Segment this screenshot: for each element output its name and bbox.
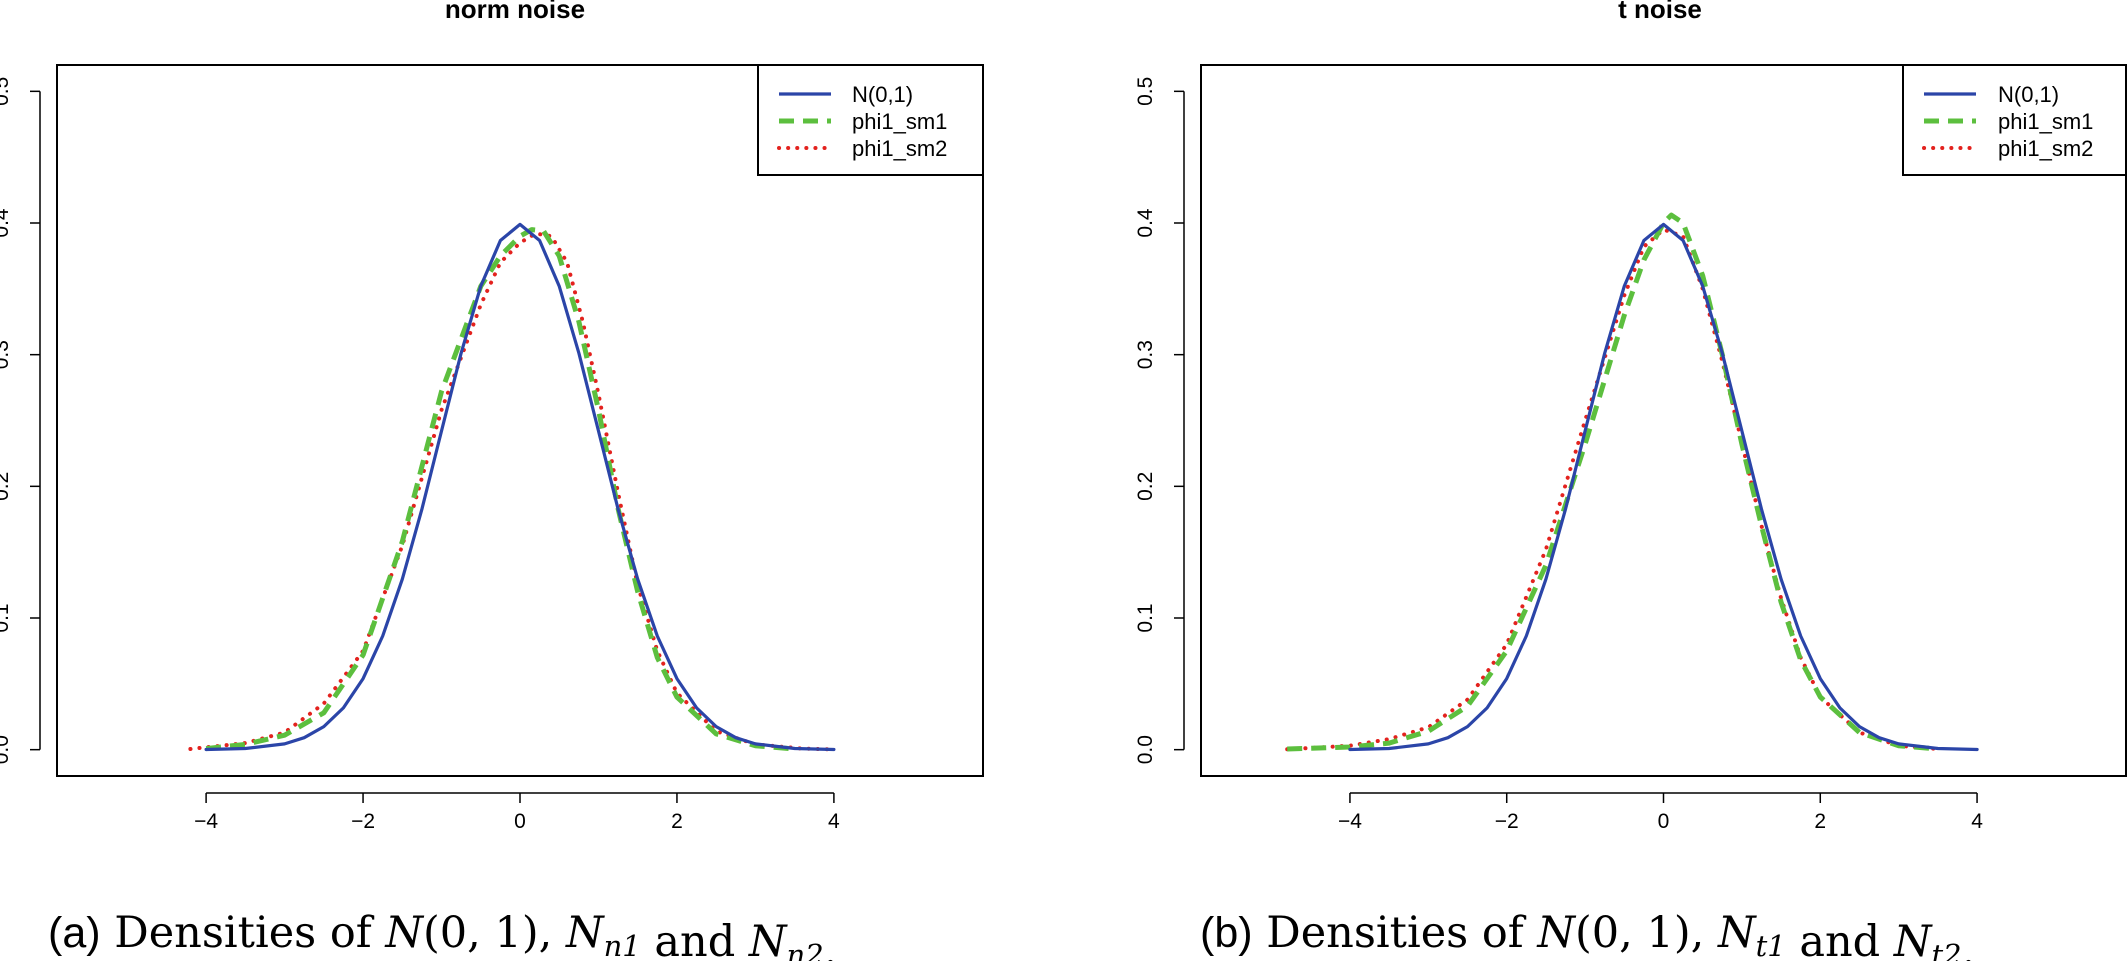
panel-b-y-tick-label: 0.2: [1134, 472, 1157, 501]
caption-part: (0, 1),: [1575, 908, 1718, 958]
panel-a-y-tick-label: 0.4: [0, 208, 13, 238]
panel-a-title: norm noise: [445, 0, 585, 24]
panel-b-x-tick-label: 4: [1971, 810, 1983, 833]
panel-b-x-tick-label: −4: [1338, 810, 1362, 833]
panel-a-legend-box: [757, 64, 984, 176]
panel-b-legend-label-sm2: phi1_sm2: [1998, 136, 2093, 161]
panel-b-legend-box: [1902, 64, 2127, 176]
panel-b-series-phi1-sm1-line: [1287, 212, 1939, 752]
panel-b-legend-label-sm1: phi1_sm1: [1998, 109, 2093, 134]
panel-a-y-axis: 0.0 0.1 0.2 0.3 0.4 0.5: [0, 77, 41, 764]
panel-a-y-tick-label: 0.0: [0, 735, 13, 764]
panel-a-y-tick-label: 0.5: [0, 77, 13, 106]
panel-a-series-phi1-sm1-line: [205, 227, 795, 752]
panel-b-series: [1285, 212, 1979, 752]
panel-b-y-tick-label: 0.5: [1134, 77, 1157, 106]
panel-a-legend-label-n01: N(0,1): [852, 82, 913, 107]
panel-b-legend: N(0,1) phi1_sm1 phi1_sm2: [1902, 64, 2127, 176]
caption-part: N: [748, 917, 788, 961]
panel-a-series-n-0-1--line: [204, 222, 836, 752]
panel-b-title: t noise: [1618, 0, 1702, 24]
caption-label: (b): [1200, 909, 1253, 957]
panel-a: norm noise 0.0 0.1 0.2 0.3 0.4 0.5 −4 −2 0 2 4 N(…: [0, 0, 984, 833]
caption-part: N: [1536, 908, 1576, 958]
panel-a-legend: N(0,1) phi1_sm1 phi1_sm2: [757, 64, 984, 176]
panel-a-legend-label-sm2: phi1_sm2: [852, 136, 947, 161]
panel-a-y-tick-label: 0.3: [0, 340, 13, 369]
panel-b-y-tick-label: 0.3: [1134, 340, 1157, 369]
panel-a-legend-label-sm1: phi1_sm1: [852, 109, 947, 134]
caption-subscript: n1: [604, 929, 641, 961]
panel-a-x-axis: −4 −2 0 2 4: [194, 792, 840, 833]
panel-b-y-tick-label: 0.4: [1134, 208, 1157, 238]
caption-part: N: [384, 908, 424, 958]
caption-text: (b) Densities of N(0, 1), Nt1 and Nt2.: [1200, 908, 1975, 961]
panel-a-series-phi1-sm2-line: [188, 231, 836, 752]
panel-b-x-axis: −4 −2 0 2 4: [1338, 792, 1983, 833]
panel-a-y-tick-label: 0.1: [0, 603, 13, 632]
caption-subscript: t2: [1932, 938, 1962, 961]
panel-b-y-tick-label: 0.1: [1134, 603, 1157, 632]
panel-a-series: [188, 222, 836, 752]
panel-b: t noise 0.0 0.1 0.2 0.3 0.4 0.5 −4 −2 0 2 4 N(0,1…: [1134, 0, 2127, 833]
caption-part: and: [641, 917, 749, 961]
panel-b-series-n-0-1--line: [1348, 222, 1979, 752]
panel-a-y-tick-label: 0.2: [0, 472, 13, 501]
panel-a-x-tick-label: 4: [828, 810, 840, 833]
caption-subscript: t1: [1756, 929, 1786, 961]
panel-a-x-tick-label: −4: [194, 810, 218, 833]
panel-a-plot-box: [56, 64, 984, 777]
panel-b-x-tick-label: 0: [1658, 810, 1670, 833]
panel-b-x-tick-label: −2: [1495, 810, 1519, 833]
panel-b-plot-box: [1200, 64, 2127, 777]
caption-label: (a): [48, 909, 101, 957]
caption-part: N: [1893, 917, 1933, 961]
caption-a: (a) Densities of N(0, 1), Nn1 and Nn2.: [48, 908, 837, 961]
caption-part: N: [565, 908, 605, 958]
panel-a-x-tick-label: −2: [351, 810, 375, 833]
caption-text: (a) Densities of N(0, 1), Nn1 and Nn2.: [48, 908, 837, 961]
caption-part: Densities of: [1253, 908, 1538, 958]
panel-a-x-tick-label: 2: [671, 810, 683, 833]
caption-part: N: [1717, 908, 1757, 958]
panel-b-series-phi1-sm2-line: [1285, 227, 1940, 752]
caption-subscript: n2: [787, 938, 824, 961]
caption-part: (0, 1),: [423, 908, 566, 958]
panel-a-x-tick-label: 0: [514, 810, 526, 833]
caption-b: (b) Densities of N(0, 1), Nt1 and Nt2.: [1200, 908, 1975, 961]
caption-part: .: [1962, 926, 1976, 961]
panel-b-y-axis: 0.0 0.1 0.2 0.3 0.4 0.5: [1134, 77, 1185, 764]
caption-part: and: [1786, 917, 1894, 961]
caption-part: .: [824, 926, 838, 961]
panel-b-legend-label-n01: N(0,1): [1998, 82, 2059, 107]
panel-b-y-tick-label: 0.0: [1134, 735, 1157, 764]
caption-part: Densities of: [101, 908, 386, 958]
panel-b-x-tick-label: 2: [1814, 810, 1826, 833]
